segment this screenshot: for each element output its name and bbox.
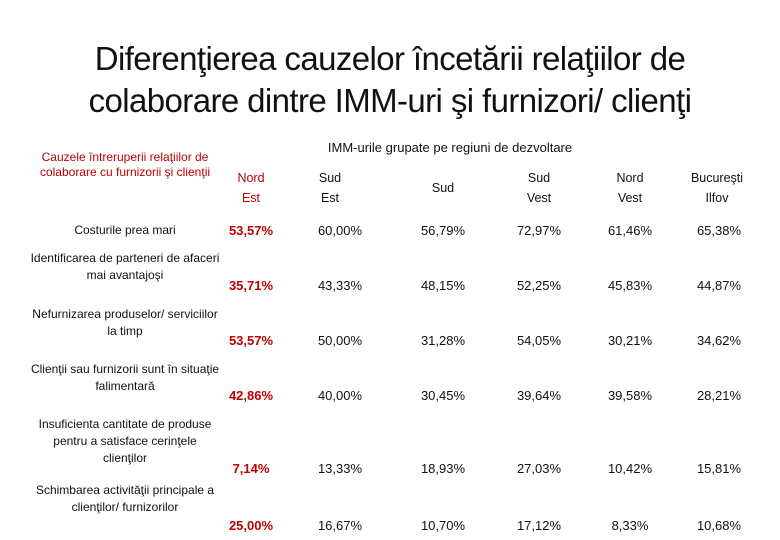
title-line-1: Diferenţierea cauzelor încetării relaţii… [94,40,686,77]
row-label-insuficienta: Insuficienta cantitate de produse pentru… [38,417,212,465]
column-header-sud-vest: Sud Vest [509,168,569,208]
title-line-2: colaborare dintre IMM-uri şi furnizori/ … [88,82,692,119]
table-cell: 18,93% [420,461,466,476]
table-cell: 45,83% [607,278,653,293]
column-header-line: Nord [616,171,644,185]
table-cell: 43,33% [317,278,363,293]
column-header-line: Nord [237,171,265,185]
row-label-costuri: Costurile prea mari [74,223,176,237]
column-header-line: Vest [617,191,643,205]
row-label-faliment: Clienţii sau furnizorii sunt în situaţie… [30,362,220,393]
column-header-nord-est: Nord Est [221,168,281,208]
table-cell: 31,28% [420,333,466,348]
table-cell: 40,00% [317,388,363,403]
table-cell: 39,58% [607,388,653,403]
table-cell: 25,00% [228,518,274,533]
table-cell: 60,00% [317,223,363,238]
column-header-line: Sud [527,171,551,185]
table-cell: 10,68% [696,518,742,533]
table-cell: 65,38% [696,223,742,238]
column-header-nord-vest: Nord Vest [600,168,660,208]
table-cell: 7,14% [232,461,270,476]
row-label-nefurnizare: Nefurnizarea produselor/ serviciilor la … [32,307,218,338]
table-cell: 30,21% [607,333,653,348]
table-cell: 35,71% [228,278,274,293]
column-header-line: Vest [526,191,552,205]
table-cell: 53,57% [228,223,274,238]
table-cell: 39,64% [516,388,562,403]
table-cell: 42,86% [228,388,274,403]
column-header-line: Sud [431,181,455,195]
table-cell: 10,70% [420,518,466,533]
criteria-header: Cauzele întreruperii relaţiilor de colab… [39,150,211,179]
table-cell: 44,87% [696,278,742,293]
table-cell: 52,25% [516,278,562,293]
table-cell: 28,21% [696,388,742,403]
table-cell: 61,46% [607,223,653,238]
table-cell: 27,03% [516,461,562,476]
row-label-parteneri: Identificarea de parteneri de afaceri ma… [30,251,220,282]
row-label-schimbare: Schimbarea activităţii principale a clie… [35,483,215,514]
column-header-line: Est [241,191,261,205]
table-cell: 56,79% [420,223,466,238]
slide-title: Diferenţierea cauzelor încetării relaţii… [0,38,780,122]
column-header-line: Bucureşti [690,171,744,185]
table-cell: 8,33% [611,518,649,533]
table-cell: 53,57% [228,333,274,348]
table-cell: 10,42% [607,461,653,476]
table-cell: 16,67% [317,518,363,533]
table-cell: 30,45% [420,388,466,403]
table-cell: 13,33% [317,461,363,476]
table-cell: 72,97% [516,223,562,238]
table-cell: 17,12% [516,518,562,533]
column-header-sud: Sud [413,178,473,198]
table-cell: 34,62% [696,333,742,348]
table-cell: 54,05% [516,333,562,348]
column-header-bucuresti-ilfov: Bucureşti Ilfov [682,168,752,208]
column-header-line: Ilfov [705,191,729,205]
column-header-line: Sud [318,171,342,185]
table-cell: 50,00% [317,333,363,348]
column-header-sud-est: Sud Est [300,168,360,208]
table-cell: 15,81% [696,461,742,476]
region-group-header: IMM-urile grupate pe regiuni de dezvolta… [327,140,573,155]
table-cell: 48,15% [420,278,466,293]
column-header-line: Est [320,191,340,205]
